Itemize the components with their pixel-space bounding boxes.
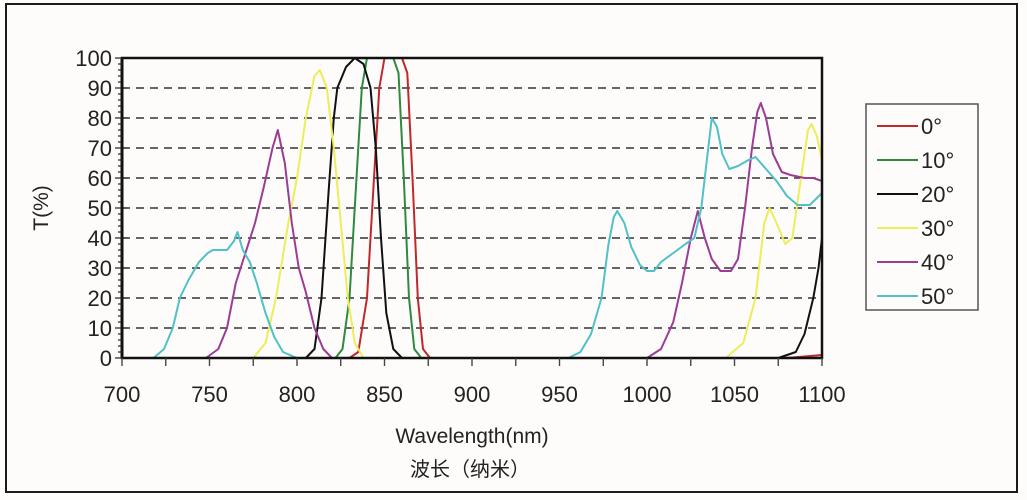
y-tick-label: 10 (88, 316, 112, 341)
y-tick-label: 60 (88, 166, 112, 191)
y-tick-label: 30 (88, 256, 112, 281)
grid-lines (122, 87, 822, 329)
y-tick-label: 100 (75, 46, 112, 71)
series-line-50deg (122, 117, 823, 359)
series-line-40deg (122, 102, 823, 359)
x-axis-title-chinese: 波长（纳米） (410, 458, 530, 481)
series-line-30deg (122, 69, 823, 359)
x-tick-label: 800 (279, 382, 316, 407)
legend-box (865, 103, 979, 311)
legend-label: 30° (921, 216, 954, 241)
x-axis-title: Wavelength(nm) (395, 425, 548, 448)
y-tick-label: 70 (88, 136, 112, 161)
x-tick-label: 1100 (798, 382, 845, 407)
legend-label: 0° (921, 114, 942, 139)
x-tick-label: 700 (104, 382, 141, 407)
x-tick-label: 750 (191, 382, 228, 407)
y-tick-label: 20 (88, 286, 112, 311)
y-tick-label: 80 (88, 106, 112, 131)
x-tick-label: 1050 (710, 382, 759, 407)
x-tick-label: 850 (366, 382, 403, 407)
x-tick-label: 950 (541, 382, 578, 407)
y-axis: 0 10 20 30 40 50 60 70 80 90 100 (75, 46, 124, 371)
legend-label: 10° (921, 148, 954, 173)
legend-label: 40° (921, 250, 954, 275)
x-axis: 700 750 800 850 900 950 1000 1050 1100 (104, 358, 846, 407)
y-axis-title: T(%) (30, 185, 53, 231)
y-tick-label: 90 (88, 76, 112, 101)
legend-label: 20° (921, 182, 954, 207)
y-tick-label: 0 (100, 346, 112, 371)
legend-label: 50° (921, 284, 954, 309)
x-tick-label: 900 (454, 382, 491, 407)
y-tick-label: 50 (88, 196, 112, 221)
y-tick-label: 40 (88, 226, 112, 251)
legend: 0° 10° 20° 30° 40° 50° (865, 103, 979, 311)
series-line-20deg (122, 57, 823, 359)
chart-frame (5, 3, 1018, 493)
x-tick-label: 1000 (623, 382, 672, 407)
